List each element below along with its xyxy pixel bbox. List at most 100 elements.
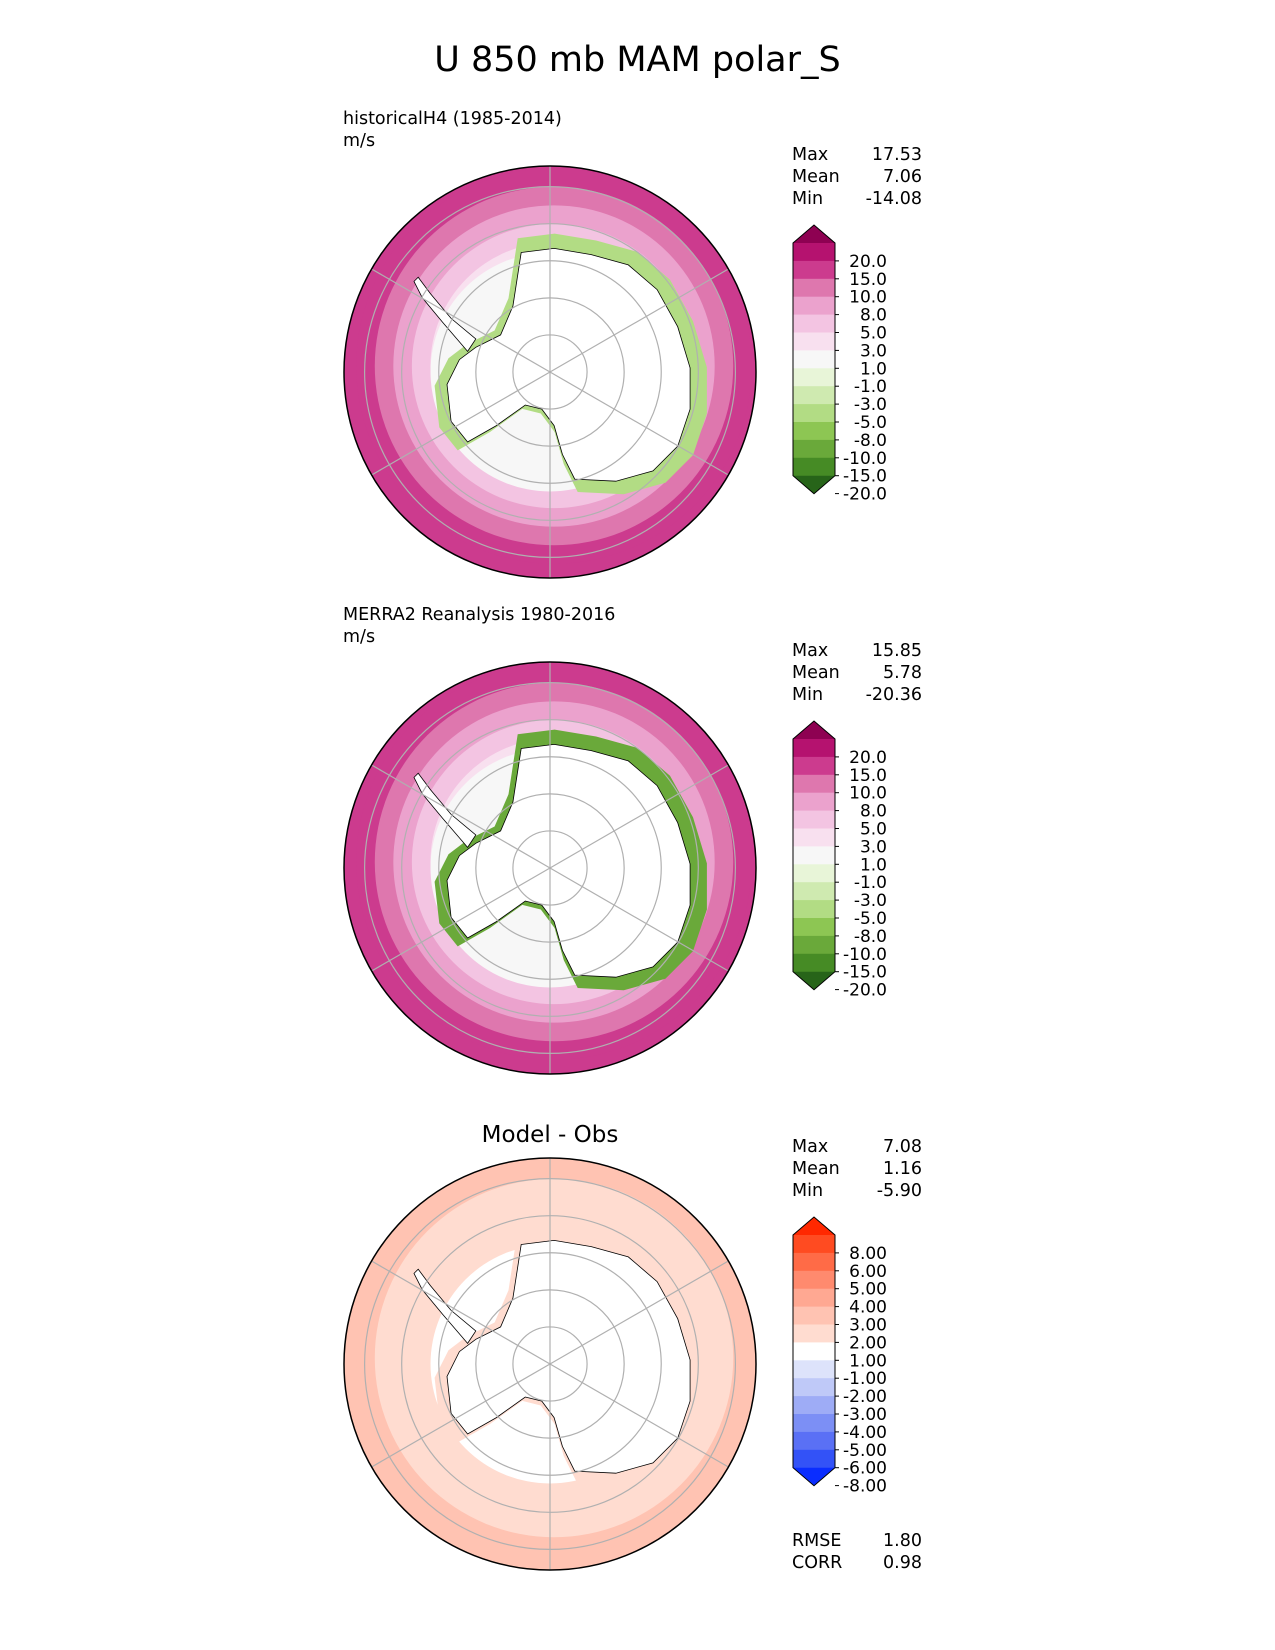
colorbar-tick-label: -5.00 xyxy=(843,1441,887,1461)
colorbar-tick-label: -8.0 xyxy=(854,927,887,947)
colorbar-segment xyxy=(793,404,835,423)
colorbar-tick-label: -3.00 xyxy=(843,1405,887,1425)
colorbar-extend-min xyxy=(793,971,835,990)
colorbar-segment xyxy=(793,900,835,919)
colorbar-tick-label: 15.0 xyxy=(849,766,887,786)
colorbar-tick-label: 2.00 xyxy=(849,1333,887,1353)
antarctic-peninsula xyxy=(413,276,477,353)
panel-2-mean: 5.78 xyxy=(883,663,922,683)
colorbar-tick-label: -1.0 xyxy=(854,873,887,893)
colorbar-tick-label: -15.0 xyxy=(843,963,887,983)
colorbar-tick-label: -5.0 xyxy=(854,413,887,433)
meridian-gridline xyxy=(371,268,551,373)
antarctica-coastline xyxy=(446,247,691,482)
colorbar-tick-label: 3.00 xyxy=(849,1316,887,1336)
antarctica-coastline xyxy=(446,743,691,978)
colorbar-segment xyxy=(793,882,835,901)
colorbar-extend-min xyxy=(793,475,835,494)
colorbar-tick-label: -5.0 xyxy=(854,909,887,929)
panel-1-case-name: historicalH4 (1985-2014) xyxy=(343,109,562,129)
colorbar-tick-label: -6.00 xyxy=(843,1459,887,1479)
colorbar-tick-label: 1.00 xyxy=(849,1351,887,1371)
colorbar-segment xyxy=(793,350,835,369)
colorbar-segment xyxy=(793,1324,835,1343)
colorbar-tick-label: 5.0 xyxy=(860,820,887,840)
colorbar-segment xyxy=(793,953,835,973)
colorbar-segment xyxy=(793,1306,835,1325)
colorbar-extend-max xyxy=(793,721,835,739)
colorbar-tick-label: 5.00 xyxy=(849,1280,887,1300)
colorbar-segment xyxy=(793,1288,835,1308)
polar-map-2 xyxy=(343,661,757,1075)
colorbar-tick-label: -15.0 xyxy=(843,467,887,487)
colorbar-3: 8.006.005.004.003.002.001.00-1.00-2.00-3… xyxy=(792,1216,887,1497)
colorbar-segment xyxy=(793,422,835,441)
colorbar-tick-label: -10.0 xyxy=(843,945,887,965)
colorbar-segment xyxy=(793,1252,835,1272)
colorbar-tick-label: 5.0 xyxy=(860,324,887,344)
meridian-gridline xyxy=(371,867,551,972)
colorbar-tick-label: -1.00 xyxy=(843,1369,887,1389)
panel-1-mean: 7.06 xyxy=(883,167,922,187)
panel-3-min: -5.90 xyxy=(876,1181,922,1201)
colorbar-1: 20.015.010.08.05.03.01.0-1.0-3.0-5.0-8.0… xyxy=(792,224,887,505)
panel-1-units: m/s xyxy=(343,131,376,151)
colorbar-segment xyxy=(793,810,835,829)
colorbar-tick-label: 10.0 xyxy=(849,784,887,804)
colorbar-segment xyxy=(793,1414,835,1433)
meridian-gridline xyxy=(549,867,729,972)
colorbar-tick-label: 1.0 xyxy=(860,855,887,875)
colorbar-segment xyxy=(793,368,835,387)
colorbar-tick-label: -8.00 xyxy=(843,1477,887,1497)
colorbar-segment xyxy=(793,1235,835,1254)
colorbar-extend-max xyxy=(793,225,835,243)
colorbar-segment xyxy=(793,756,835,776)
colorbar-segment xyxy=(793,935,835,955)
panel-1-min: -14.08 xyxy=(865,189,922,209)
meridian-gridline xyxy=(371,371,551,476)
colorbar-segment xyxy=(793,1360,835,1379)
meridian-gridline xyxy=(371,1363,551,1468)
panel-1-subtitle: historicalH4 (1985-2014) m/s xyxy=(343,108,562,152)
panel-1-max: 17.53 xyxy=(871,145,922,165)
meridian-gridline xyxy=(549,371,729,476)
colorbar-tick-label: -2.00 xyxy=(843,1387,887,1407)
colorbar-segment xyxy=(793,243,835,262)
panel-3-mean: 1.16 xyxy=(883,1159,922,1179)
colorbar-segment xyxy=(793,439,835,459)
figure-title: U 850 mb MAM polar_S xyxy=(434,40,841,80)
colorbar-segment xyxy=(793,864,835,883)
colorbar-segment xyxy=(793,1378,835,1397)
map-boundary xyxy=(343,661,757,1075)
colorbar-tick-label: -4.00 xyxy=(843,1423,887,1443)
colorbar-tick-label: 1.0 xyxy=(860,359,887,379)
map-boundary xyxy=(343,1157,757,1571)
panel-2-stats: Max 15.85 Mean 5.78 Min -20.36 xyxy=(792,641,922,705)
colorbar-tick-label: -1.0 xyxy=(854,377,887,397)
colorbar-segment xyxy=(793,1431,835,1451)
colorbar-tick-label: 3.0 xyxy=(860,837,887,857)
panel-1-stats: Max 17.53 Mean 7.06 Min -14.08 xyxy=(792,145,922,209)
colorbar-tick-label: -10.0 xyxy=(843,449,887,469)
meridian-gridline xyxy=(549,268,729,373)
panel-3-stats: Max 7.08 Mean 1.16 Min -5.90 xyxy=(792,1137,922,1201)
colorbar-extend-max xyxy=(793,1217,835,1235)
colorbar-segment xyxy=(793,1396,835,1415)
meridian-gridline xyxy=(549,764,729,869)
colorbar-segment xyxy=(793,1449,835,1469)
meridian-gridline xyxy=(549,1363,729,1468)
colorbar-extend-min xyxy=(793,1467,835,1486)
panel-2-min: -20.36 xyxy=(865,685,922,705)
colorbar-segment xyxy=(793,296,835,316)
colorbar-segment xyxy=(793,457,835,477)
colorbar-segment xyxy=(793,828,835,847)
polar-map-3 xyxy=(343,1157,757,1571)
meridian-gridline xyxy=(549,1260,729,1365)
colorbar-tick-label: 8.0 xyxy=(860,306,887,326)
colorbar-segment xyxy=(793,1342,835,1361)
panel-2-max: 15.85 xyxy=(871,641,922,661)
panel-3-rmse: 1.80 xyxy=(883,1531,922,1551)
colorbar-tick-label: 8.00 xyxy=(849,1244,887,1264)
colorbar-segment xyxy=(793,792,835,812)
colorbar-tick-label: 3.0 xyxy=(860,341,887,361)
